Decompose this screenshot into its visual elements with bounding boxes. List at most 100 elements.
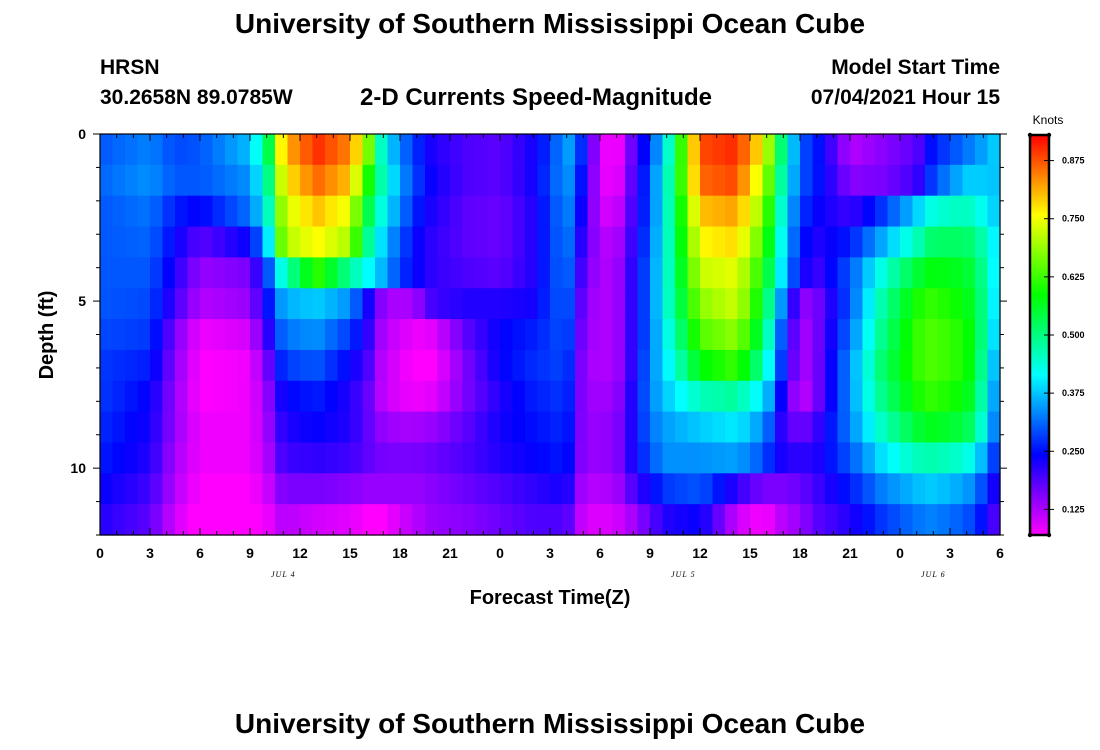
heatmap-cell (725, 134, 739, 166)
heatmap-cell (712, 164, 726, 197)
heatmap-cell (437, 411, 451, 444)
heatmap-cell (412, 473, 426, 505)
heatmap-cell (575, 349, 589, 382)
heatmap-cell (950, 380, 964, 413)
heatmap-cell (825, 319, 839, 351)
heatmap-cell (537, 442, 551, 474)
heatmap-cell (450, 380, 464, 413)
heatmap-cell (800, 288, 814, 320)
heatmap-cell (350, 134, 364, 166)
heatmap-cell (925, 164, 939, 197)
heatmap-cell (125, 288, 139, 320)
heatmap-cell (800, 226, 814, 258)
heatmap-cell (662, 164, 676, 197)
heatmap-cell (387, 257, 401, 289)
heatmap-cell (887, 411, 901, 444)
heatmap-cell (337, 288, 351, 320)
heatmap-cell (187, 226, 201, 258)
heatmap-cell (812, 504, 826, 536)
heatmap-cell (400, 134, 414, 166)
heatmap-cell (687, 349, 701, 382)
heatmap-cell (325, 195, 339, 228)
x-tick-label: 15 (342, 545, 358, 561)
heatmap-cell (362, 473, 376, 505)
heatmap-cell (400, 473, 414, 505)
heatmap-cell (875, 257, 889, 289)
heatmap-cell (137, 164, 151, 197)
heatmap-cell (900, 380, 914, 413)
heatmap-cell (237, 349, 251, 382)
heatmap-cell (775, 380, 789, 413)
heatmap-cell (800, 134, 814, 166)
heatmap-cell (637, 473, 651, 505)
heatmap-cell (950, 257, 964, 289)
heatmap-cell (850, 164, 864, 197)
heatmap-cell (475, 442, 489, 474)
y-axis: 0 5 10 (70, 126, 1007, 536)
heatmap-cell (425, 226, 439, 258)
heatmap-cell (262, 504, 276, 536)
heatmap-cell (562, 380, 576, 413)
heatmap-cell (837, 257, 851, 289)
heatmap-cell (900, 164, 914, 197)
heatmap-cell (162, 442, 176, 474)
heatmap-cell (625, 349, 639, 382)
heatmap-cell (737, 226, 751, 258)
heatmap-cell (175, 195, 189, 228)
heatmap-cell (900, 442, 914, 474)
heatmap-cell (587, 319, 601, 351)
heatmap-cell (150, 257, 164, 289)
heatmap-cell (375, 164, 389, 197)
heatmap-cell (837, 164, 851, 197)
heatmap-cell (675, 473, 689, 505)
heatmap-cell (187, 380, 201, 413)
heatmap-cell (975, 195, 989, 228)
heatmap-cell (337, 473, 351, 505)
heatmap-cell (662, 411, 676, 444)
heatmap-cell (350, 349, 364, 382)
heatmap-cell (525, 349, 539, 382)
heatmap-cell (612, 349, 626, 382)
heatmap-cell (987, 195, 1001, 228)
heatmap-cell (662, 288, 676, 320)
heatmap-cell (400, 319, 414, 351)
heatmap-cell (275, 288, 289, 320)
heatmap-cell (587, 134, 601, 166)
x-tick-label: 15 (742, 545, 758, 561)
heatmap-cell (800, 164, 814, 197)
heatmap-cell (637, 164, 651, 197)
heatmap-cell (350, 442, 364, 474)
heatmap-cell (900, 319, 914, 351)
model-start-value: 07/04/2021 Hour 15 (810, 86, 1000, 109)
heatmap-cell (637, 288, 651, 320)
heatmap-cell (925, 257, 939, 289)
heatmap-cell (475, 380, 489, 413)
heatmap-cell (275, 442, 289, 474)
heatmap-cell (700, 164, 714, 197)
heatmap-cell (737, 319, 751, 351)
heatmap-cell (525, 319, 539, 351)
heatmap-cell (187, 257, 201, 289)
heatmap-cell (687, 380, 701, 413)
heatmap-cell (700, 473, 714, 505)
heatmap-cell (812, 411, 826, 444)
heatmap-cell (487, 504, 501, 536)
heatmap-cell (225, 504, 239, 536)
heatmap-cell (937, 257, 951, 289)
heatmap-cell (875, 319, 889, 351)
heatmap-cell (287, 164, 301, 197)
heatmap-cell (750, 442, 764, 474)
heatmap-cell (150, 288, 164, 320)
heatmap-cell (775, 226, 789, 258)
heatmap-cell (725, 442, 739, 474)
heatmap-cell (375, 195, 389, 228)
heatmap-cell (387, 164, 401, 197)
heatmap-cell (487, 442, 501, 474)
x-tick-label: 21 (842, 545, 858, 561)
heatmap-cell (125, 226, 139, 258)
heatmap-cell (125, 473, 139, 505)
heatmap-cell (787, 380, 801, 413)
heatmap-cell (500, 380, 514, 413)
heatmap-cell (862, 349, 876, 382)
heatmap-cell (875, 288, 889, 320)
